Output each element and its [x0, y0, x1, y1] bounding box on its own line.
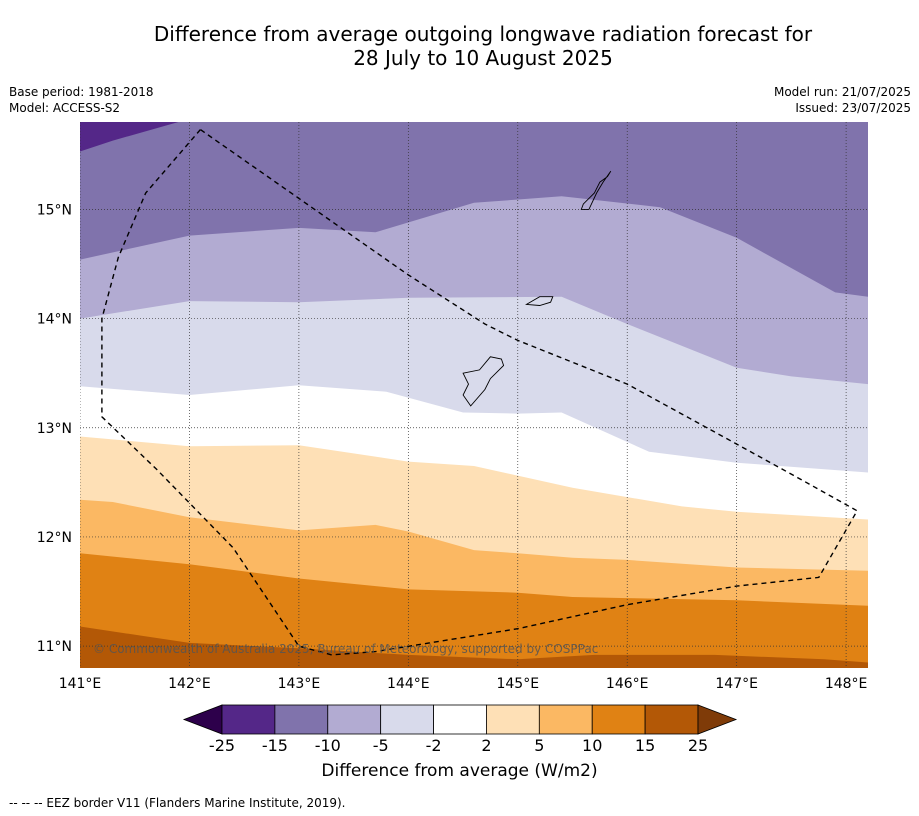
- eez-border: [101, 129, 859, 656]
- longitude-tick-label: 142°E: [168, 676, 211, 692]
- colorbar-tick: -15: [262, 736, 288, 755]
- islands: [462, 170, 612, 407]
- base-period-text: Base period: 1981-2018: [9, 85, 154, 99]
- colorbar-segment: [644, 704, 699, 735]
- colorbar-low-extend: [182, 704, 223, 735]
- longitude-tick-label: 148°E: [825, 676, 868, 692]
- colorbar-tick: 25: [688, 736, 708, 755]
- colorbar-segment: [274, 704, 329, 735]
- colorbar-tick: 15: [635, 736, 655, 755]
- colorbar-segment: [221, 704, 276, 735]
- island-rota: [525, 296, 554, 306]
- longitude-tick-label: 143°E: [278, 676, 321, 692]
- model-run-text: Model run: 21/07/2025: [773, 85, 911, 99]
- colorbar-segment: [380, 704, 434, 735]
- colorbar-tick: -10: [315, 736, 341, 755]
- latitude-tick-label: 14°N: [37, 312, 72, 328]
- longitude-tick-label: 145°E: [496, 676, 539, 692]
- longitude-tick-label: 141°E: [59, 676, 102, 692]
- band-8: [78, 120, 870, 122]
- latitude-tick-label: 11°N: [37, 639, 72, 655]
- colorbar-segment: [327, 704, 382, 735]
- issued-text: Issued: 23/07/2025: [795, 101, 911, 115]
- colorbar-segment: [433, 704, 487, 735]
- colorbar-segment: [538, 704, 593, 735]
- colorbar-segment: [591, 704, 646, 735]
- band-6: [80, 122, 868, 297]
- eez-footnote: -- -- -- EEZ border V11 (Flanders Marine…: [9, 796, 346, 810]
- colorbar: [182, 704, 738, 735]
- graticule-grid: [80, 122, 868, 668]
- metadata-left: Base period: 1981-2018 Model: ACCESS-S2: [9, 84, 154, 116]
- latitude-tick-label: 12°N: [37, 530, 72, 546]
- island-guam: [462, 356, 505, 407]
- colorbar-high-extend: [697, 704, 738, 735]
- eez-border-line: [101, 129, 859, 656]
- title-line-2: 28 July to 10 August 2025: [353, 46, 613, 70]
- longitude-tick-label: 146°E: [606, 676, 649, 692]
- metadata-right: Model run: 21/07/2025 Issued: 23/07/2025: [774, 84, 911, 116]
- colorbar-label: Difference from average (W/m2): [321, 761, 598, 781]
- colorbar-tick-labels: -25 -15 -10 -5 -2 2 5 10 15 25: [209, 736, 708, 755]
- colorbar-tick: 2: [481, 736, 491, 755]
- map-title: Difference from average outgoing longwav…: [0, 22, 919, 70]
- longitude-tick-label: 144°E: [387, 676, 430, 692]
- title-line-1: Difference from average outgoing longwav…: [153, 22, 813, 46]
- colorbar-tick: -2: [426, 736, 442, 755]
- latitude-labels: 11°N 12°N 13°N 14°N 15°N: [37, 202, 72, 655]
- latitude-tick-label: 15°N: [37, 202, 72, 218]
- olr-contour-bands: [78, 120, 870, 668]
- colorbar-tick: 10: [582, 736, 602, 755]
- model-text: Model: ACCESS-S2: [9, 101, 121, 115]
- island-tinian-saipan: [580, 170, 612, 210]
- colorbar-tick: -5: [373, 736, 389, 755]
- colorbar-tick: -25: [209, 736, 235, 755]
- latitude-tick-label: 13°N: [37, 421, 72, 437]
- colorbar-tick: 5: [534, 736, 544, 755]
- longitude-tick-label: 147°E: [715, 676, 758, 692]
- longitude-labels: 141°E 142°E 143°E 144°E 145°E 146°E 147°E 148°E: [59, 676, 868, 692]
- copyright-notice: © Commonwealth of Australia 2025, Bureau…: [93, 642, 598, 656]
- band-7: [80, 122, 179, 152]
- colorbar-segment: [486, 704, 540, 735]
